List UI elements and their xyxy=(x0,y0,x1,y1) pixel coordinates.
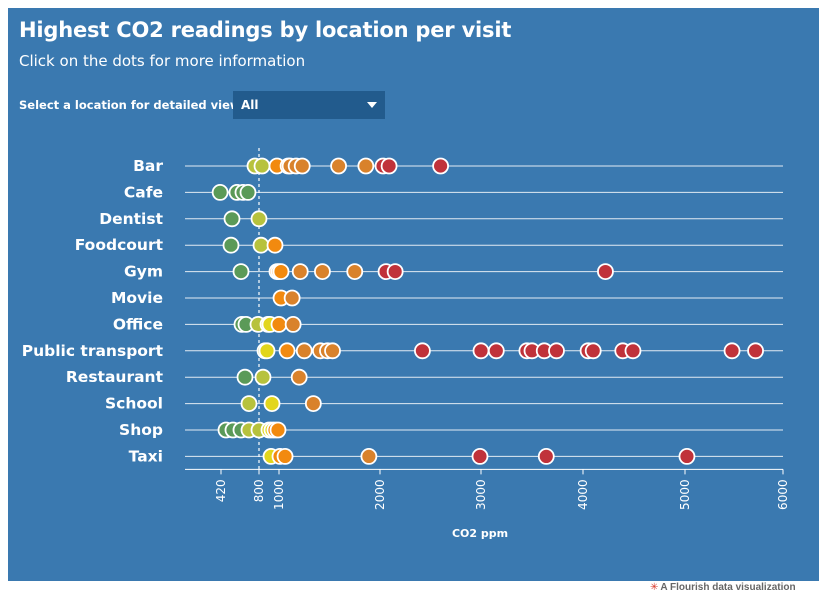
data-dot[interactable] xyxy=(250,210,268,228)
data-dot[interactable] xyxy=(678,447,696,465)
data-dot[interactable] xyxy=(254,368,272,386)
data-dot[interactable] xyxy=(314,263,331,281)
data-dot[interactable] xyxy=(211,183,229,201)
data-dot[interactable] xyxy=(346,263,364,281)
row-label: School xyxy=(105,395,163,413)
chart-subtitle: Click on the dots for more information xyxy=(19,52,306,70)
row-label: Taxi xyxy=(129,447,163,465)
dot-plot: Bar Cafe Dentist Foodcourt Gym Movie Office Pub… xyxy=(22,148,790,540)
data-dot[interactable] xyxy=(380,157,398,175)
x-axis: 420 800 1000 2000 3000 4000 5000 6000 xyxy=(185,468,790,510)
row-label: Cafe xyxy=(124,183,163,201)
row-label: Public transport xyxy=(22,342,164,360)
gridlines xyxy=(185,165,783,457)
data-dot[interactable] xyxy=(324,342,341,360)
data-dot[interactable] xyxy=(290,368,308,386)
location-select[interactable]: All xyxy=(233,91,385,119)
data-dot[interactable] xyxy=(304,395,322,413)
x-tick-label: 3000 xyxy=(474,479,488,510)
data-dot[interactable] xyxy=(266,236,284,254)
flourish-logo-icon: ✳ xyxy=(650,582,659,593)
data-dot[interactable] xyxy=(548,342,565,360)
credit-text: A Flourish data visualization xyxy=(660,582,796,593)
data-dot[interactable] xyxy=(239,183,257,201)
data-dot[interactable] xyxy=(597,263,614,281)
data-dot[interactable] xyxy=(223,210,241,228)
data-dot[interactable] xyxy=(240,395,258,413)
chart-panel: Highest CO2 readings by location per vis… xyxy=(8,8,819,581)
data-dot[interactable] xyxy=(357,157,375,175)
data-dot[interactable] xyxy=(232,263,250,281)
data-dot[interactable] xyxy=(471,447,489,465)
data-dot[interactable] xyxy=(269,421,287,439)
data-dot[interactable] xyxy=(283,289,301,307)
chart-title: Highest CO2 readings by location per vis… xyxy=(19,18,512,42)
x-tick-label: 800 xyxy=(252,479,266,502)
data-dot[interactable] xyxy=(414,342,431,360)
data-dot[interactable] xyxy=(624,342,642,360)
data-dot[interactable] xyxy=(263,395,281,413)
data-dot[interactable] xyxy=(253,157,271,175)
data-dot[interactable] xyxy=(472,342,490,360)
data-dot[interactable] xyxy=(222,236,240,254)
data-dot[interactable] xyxy=(747,342,764,360)
x-tick-label: 4000 xyxy=(576,479,590,510)
data-dots xyxy=(211,157,764,465)
x-tick-label: 420 xyxy=(214,479,228,502)
x-tick-label: 2000 xyxy=(373,479,387,510)
data-dot[interactable] xyxy=(723,342,741,360)
location-select-label: Select a location for detailed view xyxy=(19,98,241,112)
x-axis-title: CO2 ppm xyxy=(452,527,508,540)
data-dot[interactable] xyxy=(432,157,450,175)
data-dot[interactable] xyxy=(252,236,270,254)
row-label: Gym xyxy=(124,263,163,281)
data-dot[interactable] xyxy=(236,368,254,386)
location-select-value: All xyxy=(241,98,259,112)
x-tick-label: 1000 xyxy=(272,479,286,510)
chevron-down-icon xyxy=(367,102,377,108)
row-label: Shop xyxy=(119,421,163,439)
row-labels: Bar Cafe Dentist Foodcourt Gym Movie Office Pub… xyxy=(22,157,164,465)
flourish-credit[interactable]: ✳ A Flourish data visualization xyxy=(650,582,796,593)
data-dot[interactable] xyxy=(295,342,313,360)
data-dot[interactable] xyxy=(386,263,404,281)
data-dot[interactable] xyxy=(293,157,311,175)
data-dot[interactable] xyxy=(276,447,294,465)
data-dot[interactable] xyxy=(487,342,505,360)
row-label: Bar xyxy=(133,157,163,175)
x-tick-label: 5000 xyxy=(678,479,692,510)
row-label: Foodcourt xyxy=(75,236,164,254)
data-dot[interactable] xyxy=(291,263,309,281)
data-dot[interactable] xyxy=(360,447,378,465)
data-dot[interactable] xyxy=(537,447,555,465)
x-tick-label: 6000 xyxy=(776,479,790,510)
data-dot[interactable] xyxy=(278,342,296,360)
data-dot[interactable] xyxy=(258,342,276,360)
data-dot[interactable] xyxy=(270,315,288,333)
data-dot[interactable] xyxy=(284,315,302,333)
row-label: Movie xyxy=(111,289,163,307)
row-label: Restaurant xyxy=(66,368,164,386)
data-dot[interactable] xyxy=(272,263,290,281)
data-dot[interactable] xyxy=(330,157,347,175)
data-dot[interactable] xyxy=(584,342,602,360)
row-label: Office xyxy=(113,315,163,333)
row-label: Dentist xyxy=(99,210,163,228)
